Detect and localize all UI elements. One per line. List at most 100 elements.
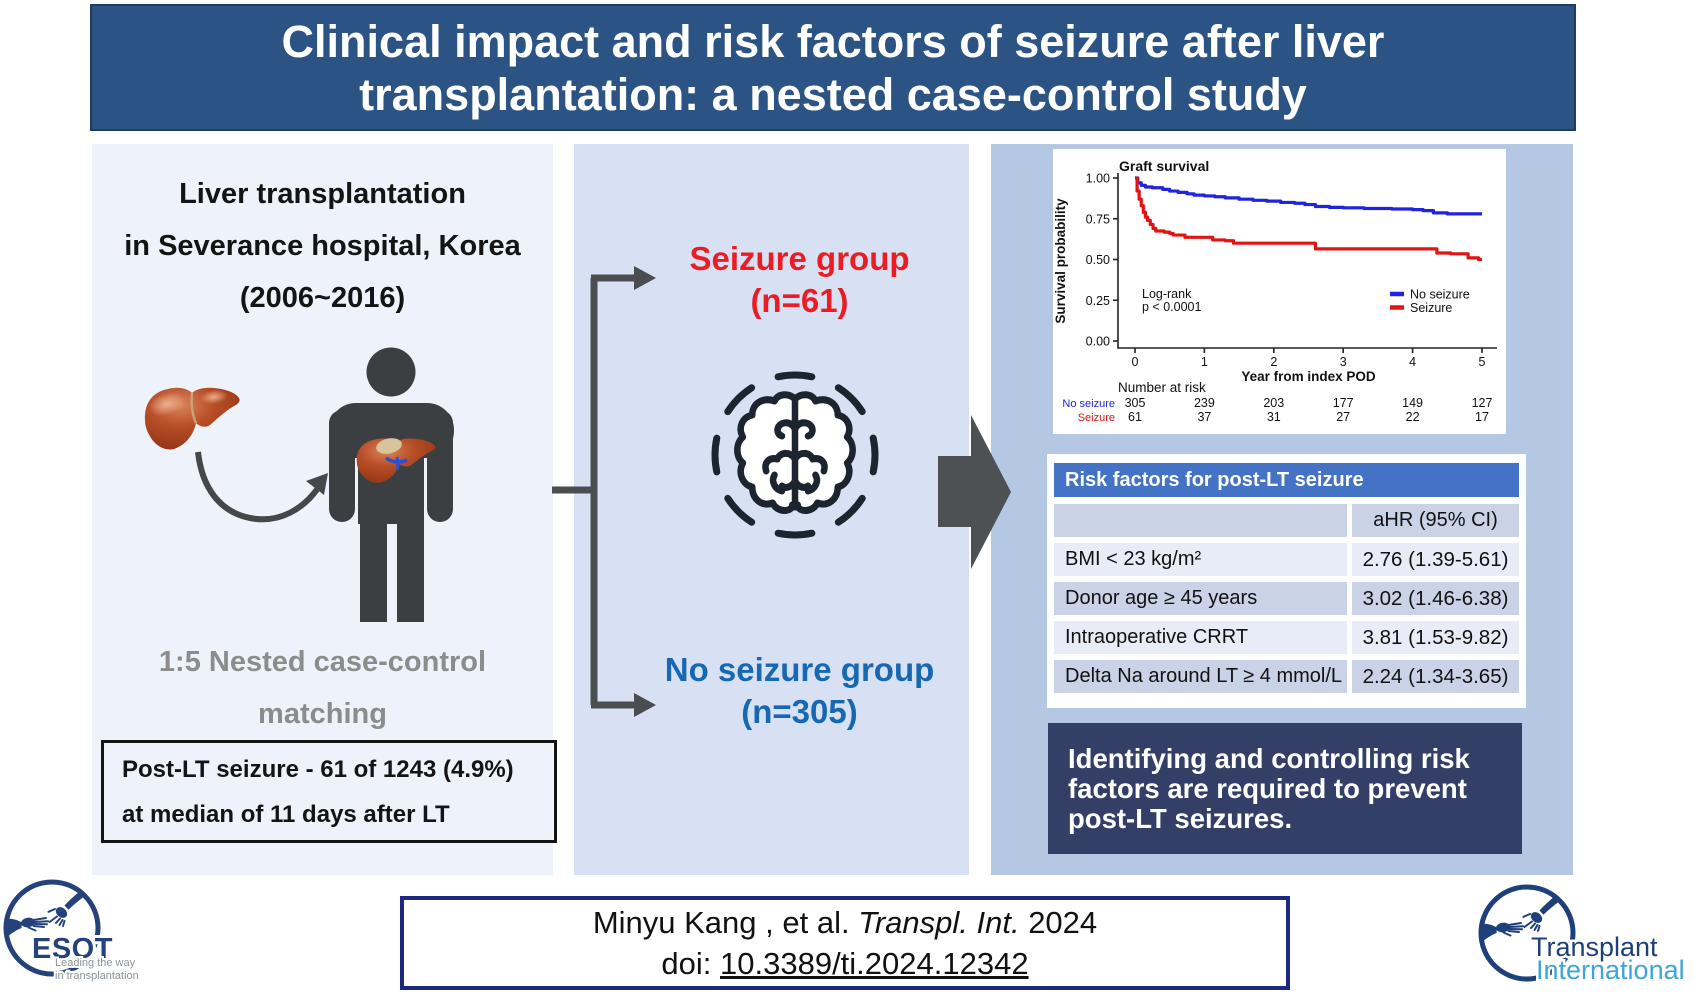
citation-box: Minyu Kang , et al. Transpl. Int. 2024 d… bbox=[400, 896, 1290, 990]
risk-table-row: Delta Na around LT ≥ 4 mmol/L 2.24 (1.34-… bbox=[1054, 660, 1519, 693]
doi-value: 10.3389/ti.2024.12342 bbox=[720, 946, 1029, 981]
ahr-value: 3.02 (1.46-6.38) bbox=[1352, 582, 1519, 615]
km-ytick-label: 0.00 bbox=[1086, 335, 1110, 349]
doi-prefix: doi: bbox=[661, 946, 721, 981]
column-divider bbox=[1347, 504, 1352, 537]
km-xtick-label: 5 bbox=[1479, 355, 1486, 369]
title-line-1: Clinical impact and risk factors of seiz… bbox=[281, 15, 1385, 67]
seizure-group-label: Seizure group (n=61) bbox=[630, 238, 969, 322]
km-ytick-label: 0.25 bbox=[1086, 294, 1110, 308]
study-period-text: (2006~2016) bbox=[239, 282, 406, 314]
km-risk-row-label: No seizure bbox=[1062, 398, 1115, 410]
km-risk-row-label: Seizure bbox=[1078, 412, 1115, 424]
km-risk-count: 127 bbox=[1472, 396, 1493, 410]
conclusion-line-2: factors are required to prevent bbox=[1068, 772, 1467, 804]
brain-icon bbox=[711, 371, 879, 539]
person-silhouette bbox=[329, 347, 454, 622]
conclusion-line-1: Identifying and controlling risk bbox=[1068, 742, 1470, 774]
matching-line-1: 1:5 Nested case-control bbox=[158, 646, 487, 678]
risk-factor-label: BMI < 23 kg/m² bbox=[1054, 543, 1347, 576]
no-seizure-group-count: (n=305) bbox=[741, 693, 858, 730]
column-divider bbox=[1347, 582, 1352, 615]
km-risk-count: 61 bbox=[1128, 410, 1142, 424]
citation-authors: Minyu Kang , et al. bbox=[592, 905, 859, 940]
study-site-line-1: Liver transplantation bbox=[179, 178, 466, 210]
matching-line-2: matching bbox=[258, 698, 387, 730]
seizure-group-line-1: Seizure group bbox=[689, 240, 910, 277]
column-divider bbox=[1347, 543, 1352, 576]
incidence-box: Post-LT seizure - 61 of 1243 (4.9%) at m… bbox=[101, 740, 557, 843]
esot-tagline-line-1: Leading the way bbox=[55, 957, 136, 969]
esot-logo: ESOT Leading the way in transplantation bbox=[3, 879, 141, 984]
column-divider bbox=[1347, 621, 1352, 654]
km-number-at-risk-title: Number at risk bbox=[1118, 380, 1206, 395]
citation-line: Minyu Kang , et al. Transpl. Int. 2024 bbox=[404, 902, 1286, 943]
ahr-value: 2.76 (1.39-5.61) bbox=[1352, 543, 1519, 576]
matching-text: 1:5 Nested case-control matching bbox=[92, 636, 553, 740]
graft-survival-chart: Graft survival 0.00 0.25 0.50 0.75 1.00 0 1 2 3 4 5… bbox=[1053, 149, 1506, 434]
esot-tagline-line-2: in transplantation bbox=[55, 970, 139, 982]
km-curve-seizure bbox=[1135, 176, 1482, 262]
study-site-text: Liver transplantation in Severance hospi… bbox=[92, 168, 553, 324]
km-title: Graft survival bbox=[1119, 158, 1209, 174]
km-ytick-label: 0.50 bbox=[1086, 253, 1110, 267]
risk-factor-label bbox=[1054, 504, 1347, 537]
km-xtick-label: 2 bbox=[1270, 355, 1277, 369]
ahr-value: 3.81 (1.53-9.82) bbox=[1352, 621, 1519, 654]
doi-line: doi: 10.3389/ti.2024.12342 bbox=[404, 943, 1286, 984]
km-risk-count: 31 bbox=[1267, 410, 1281, 424]
esot-logo-text: ESOT bbox=[32, 933, 113, 965]
liver-transplant-illustration bbox=[144, 347, 454, 622]
title-banner: Clinical impact and risk factors of seiz… bbox=[90, 4, 1576, 131]
donor-liver-image bbox=[144, 387, 240, 450]
no-seizure-group-label: No seizure group (n=305) bbox=[630, 649, 969, 733]
transplant-international-logo: Transplant International bbox=[1478, 884, 1687, 988]
km-risk-count: 149 bbox=[1402, 396, 1423, 410]
conclusion-line-3: post-LT seizures. bbox=[1068, 802, 1293, 834]
km-risk-count: 37 bbox=[1197, 410, 1211, 424]
no-seizure-group-line-1: No seizure group bbox=[664, 651, 935, 688]
ti-logo-line-2: International bbox=[1536, 955, 1685, 985]
risk-table-column-header-row: aHR (95% CI) bbox=[1054, 504, 1519, 537]
incidence-line-1: Post-LT seizure - 61 of 1243 (4.9%) bbox=[122, 755, 514, 783]
risk-table-row: Donor age ≥ 45 years 3.02 (1.46-6.38) bbox=[1054, 582, 1519, 615]
km-logrank-line-1: Log-rank bbox=[1142, 287, 1192, 301]
citation-year: 2024 bbox=[1019, 905, 1098, 940]
study-design-panel: Liver transplantation in Severance hospi… bbox=[92, 144, 557, 875]
km-risk-count: 177 bbox=[1333, 396, 1354, 410]
km-xtick-label: 0 bbox=[1132, 355, 1139, 369]
km-xlabel: Year from index POD bbox=[1241, 369, 1376, 384]
study-site-line-2: in Severance hospital, Korea bbox=[124, 230, 521, 262]
km-logrank-line-2: p < 0.0001 bbox=[1142, 300, 1201, 314]
risk-table-row: Intraoperative CRRT 3.81 (1.53-9.82) bbox=[1054, 621, 1519, 654]
km-risk-count: 203 bbox=[1263, 396, 1284, 410]
km-ytick-label: 0.75 bbox=[1086, 212, 1110, 226]
km-risk-count: 239 bbox=[1194, 396, 1215, 410]
risk-table-title: Risk factors for post-LT seizure bbox=[1065, 468, 1364, 491]
km-risk-count: 27 bbox=[1336, 410, 1350, 424]
km-risk-count: 305 bbox=[1125, 396, 1146, 410]
results-panel: Graft survival 0.00 0.25 0.50 0.75 1.00 0 1 2 3 4 5… bbox=[991, 144, 1573, 875]
km-xtick-label: 3 bbox=[1340, 355, 1347, 369]
risk-factor-table: Risk factors for post-LT seizure aHR (95… bbox=[1047, 454, 1526, 708]
risk-factor-label: Intraoperative CRRT bbox=[1054, 621, 1347, 654]
conclusion-box: Identifying and controlling risk factors… bbox=[1048, 723, 1522, 854]
transplant-arrow bbox=[195, 451, 328, 523]
km-risk-count: 22 bbox=[1406, 410, 1420, 424]
recipient-liver-image bbox=[356, 438, 436, 483]
km-axes bbox=[1117, 173, 1497, 349]
risk-table-row: BMI < 23 kg/m² 2.76 (1.39-5.61) bbox=[1054, 543, 1519, 576]
km-legend-label: Seizure bbox=[1410, 301, 1452, 315]
km-legend-label: No seizure bbox=[1410, 288, 1470, 302]
km-curve-no-seizure bbox=[1135, 176, 1482, 216]
risk-factor-label: Delta Na around LT ≥ 4 mmol/L bbox=[1054, 660, 1347, 693]
km-xtick-label: 1 bbox=[1201, 355, 1208, 369]
column-divider bbox=[1347, 660, 1352, 693]
citation-journal: Transpl. Int. bbox=[858, 905, 1020, 940]
ahr-column-header: aHR (95% CI) bbox=[1352, 504, 1519, 537]
ti-logo-line-1: Transplant bbox=[1531, 932, 1658, 962]
km-xtick-label: 4 bbox=[1409, 355, 1416, 369]
ahr-value: 2.24 (1.34-3.65) bbox=[1352, 660, 1519, 693]
km-ylabel: Survival probability bbox=[1053, 198, 1068, 324]
risk-table-title-bar: Risk factors for post-LT seizure bbox=[1054, 463, 1519, 497]
